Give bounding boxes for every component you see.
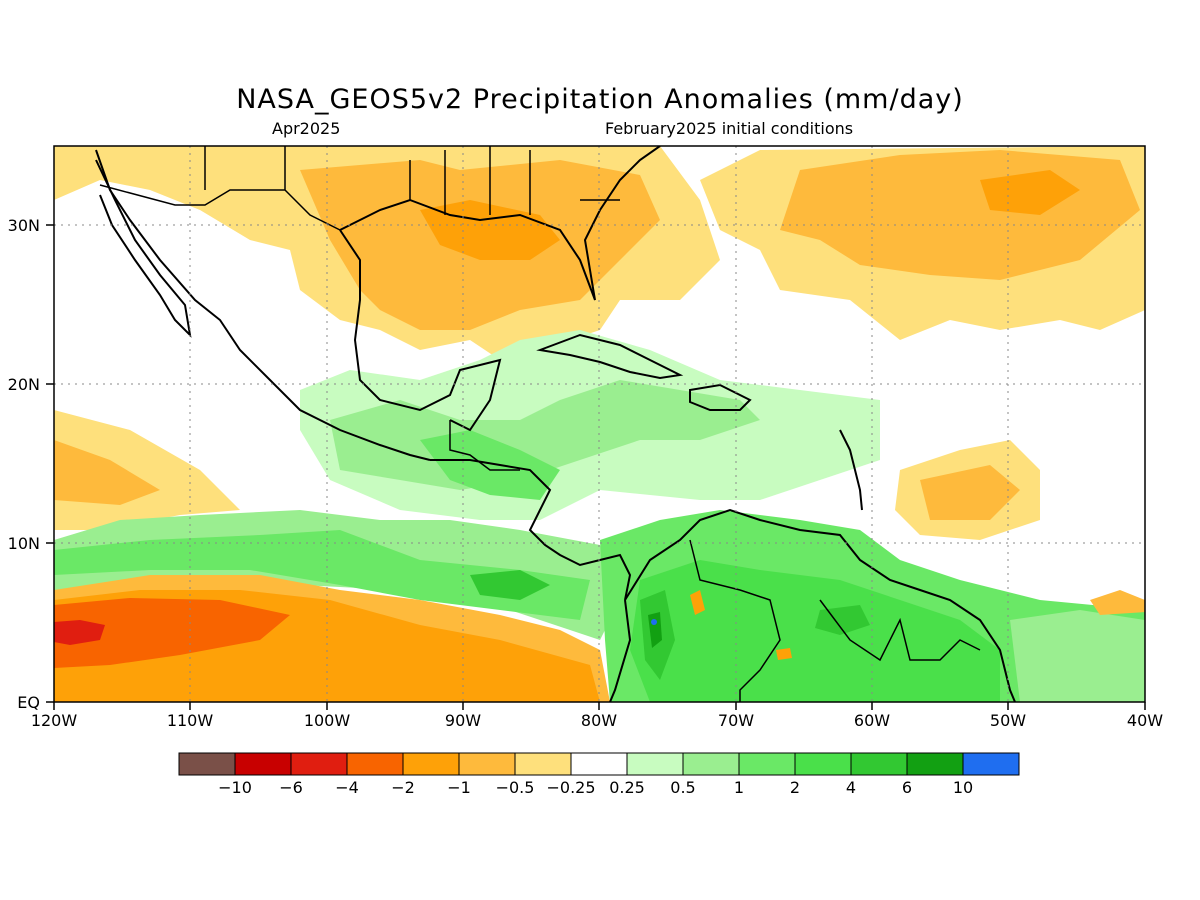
colorbar-box	[402, 752, 460, 776]
colorbar-label: 0.5	[670, 778, 695, 797]
colorbar-box	[570, 752, 628, 776]
colorbar-label: 2	[790, 778, 800, 797]
axis-ticks	[46, 224, 1146, 710]
colorbar-label: −6	[279, 778, 303, 797]
wet-core-south-america	[630, 560, 1000, 702]
colorbar-box	[458, 752, 516, 776]
central-america	[430, 459, 632, 601]
cuba	[536, 333, 684, 380]
anomaly-field	[54, 146, 1145, 702]
gulf-coast	[339, 229, 502, 432]
dry-spot-atlantic-east	[1090, 590, 1145, 615]
lon-label-90w: 90W	[445, 711, 481, 730]
colorbar-label: −2	[391, 778, 415, 797]
political-boundaries	[99, 146, 981, 702]
colorbar-box	[738, 752, 796, 776]
lon-label-40w: 40W	[1127, 711, 1163, 730]
lon-label-110w: 110W	[167, 711, 214, 730]
colorbar-label: −10	[218, 778, 252, 797]
lat-label-eq: EQ	[17, 693, 40, 712]
dry-spot-andes	[690, 590, 705, 615]
south-america-north-coast	[609, 508, 1016, 702]
colorbar: −10 −6 −4 −2 −1 −0.5 −0.25 0.25 0.5 1 2 …	[178, 752, 1020, 797]
wet-central-america	[420, 430, 560, 500]
colorbar-label: 6	[902, 778, 912, 797]
colorbar-box	[850, 752, 908, 776]
lon-label-120w: 120W	[31, 711, 78, 730]
guianas-borders	[819, 599, 981, 662]
dry-core-atlantic-2	[980, 170, 1080, 215]
colorbar-box	[794, 752, 852, 776]
colorbar-label: −4	[335, 778, 359, 797]
colorbar-label: −1	[447, 778, 471, 797]
gridlines	[54, 146, 1145, 702]
forecast-month: Apr2025	[272, 119, 341, 138]
wet-core-itcz	[54, 530, 590, 620]
wet-light-east	[1010, 610, 1145, 702]
colorbar-box	[962, 752, 1020, 776]
dry-extreme-pacific	[54, 620, 105, 645]
colorbar-label: −0.25	[546, 778, 595, 797]
map-title: NASA_GEOS5v2 Precipitation Anomalies (mm…	[236, 84, 964, 115]
colorbar-label: 0.25	[609, 778, 645, 797]
colorbar-box	[626, 752, 684, 776]
dry-core-central-atlantic	[920, 465, 1020, 520]
venezuela-colombia-border	[689, 539, 781, 702]
mexico-pacific-coast	[95, 149, 431, 461]
colorbar-label: 10	[953, 778, 973, 797]
lesser-antilles	[839, 429, 863, 511]
us-gulf-coast	[339, 146, 661, 301]
colorbar-labels: −10 −6 −4 −2 −1 −0.5 −0.25 0.25 0.5 1 2 …	[218, 778, 973, 797]
colorbar-box	[346, 752, 404, 776]
lon-label-50w: 50W	[990, 711, 1026, 730]
coastlines	[95, 146, 1016, 702]
colorbar-box	[682, 752, 740, 776]
dry-spot-llanos	[776, 648, 792, 660]
colorbar-box	[234, 752, 292, 776]
lon-label-100w: 100W	[304, 711, 351, 730]
lat-label-10n: 10N	[8, 534, 40, 553]
colorbar-label: 1	[734, 778, 744, 797]
colorbar-box	[290, 752, 348, 776]
colorbar-label: −0.5	[496, 778, 535, 797]
colorbar-box	[178, 752, 236, 776]
us-state-lines	[204, 146, 620, 215]
guatemala-border	[449, 420, 520, 471]
lon-label-70w: 70W	[718, 711, 754, 730]
hispaniola	[689, 383, 752, 411]
lon-label-80w: 80W	[581, 711, 617, 730]
lat-label-20n: 20N	[8, 375, 40, 394]
us-mexico-border	[99, 146, 341, 231]
dry-intense-pacific	[54, 598, 290, 668]
lon-label-60w: 60W	[854, 711, 890, 730]
wet-deep-itcz	[470, 570, 550, 600]
colorbar-boxes	[178, 752, 1020, 776]
colorbar-label: 4	[846, 778, 856, 797]
colorbar-box	[906, 752, 964, 776]
lat-label-30n: 30N	[8, 216, 40, 235]
wet-extreme-spot	[651, 619, 657, 625]
dry-core-pacific-north	[54, 440, 160, 505]
initial-conditions: February2025 initial conditions	[605, 119, 854, 138]
colorbar-box	[514, 752, 572, 776]
